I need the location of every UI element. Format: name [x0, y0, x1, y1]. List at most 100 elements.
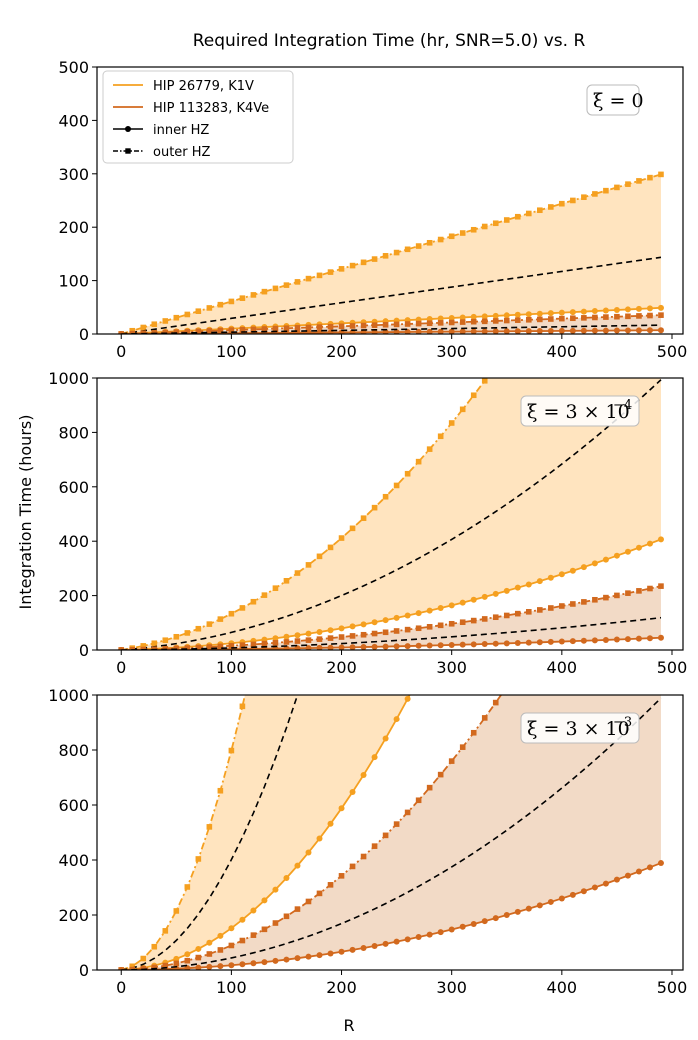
data-point [404, 321, 411, 327]
data-point [283, 913, 290, 920]
data-point [239, 326, 246, 333]
legend-item: HIP 113283, K4Ve [113, 101, 269, 116]
data-point [404, 809, 411, 816]
data-point [470, 318, 477, 325]
data-point [547, 898, 554, 905]
x-tick-label: 300 [436, 342, 467, 361]
data-point [162, 637, 169, 644]
data-point [283, 282, 290, 288]
data-point [603, 314, 609, 320]
data-point [129, 963, 136, 970]
data-point [338, 266, 345, 272]
data-point [437, 315, 444, 322]
data-point [382, 940, 389, 947]
data-point [492, 699, 499, 706]
data-point [459, 406, 466, 413]
data-point [349, 633, 356, 639]
data-point [195, 856, 202, 862]
data-point [382, 629, 389, 636]
data-point [272, 886, 279, 893]
data-point [635, 327, 642, 334]
data-point [548, 605, 554, 611]
data-point [658, 583, 664, 589]
panel-3: 0 100 200 300 400 500 0 200 400 600 800 1000 ξ = 3 ×… [48, 686, 687, 997]
data-point [558, 638, 565, 645]
data-point [316, 628, 323, 635]
data-point [658, 171, 664, 178]
data-point [404, 612, 411, 619]
data-point [283, 956, 290, 963]
data-point [613, 636, 620, 643]
data-point [558, 327, 565, 334]
data-point [437, 605, 444, 612]
data-point [492, 614, 499, 621]
data-point [272, 920, 279, 926]
series-line [120, 695, 246, 970]
data-point [547, 574, 554, 581]
data-point [459, 328, 466, 334]
data-point [603, 187, 609, 194]
data-point [580, 308, 587, 315]
data-point [547, 310, 554, 317]
data-point [426, 784, 433, 791]
data-point [404, 643, 411, 650]
data-point [426, 607, 433, 614]
data-point [580, 564, 587, 571]
data-point [591, 308, 598, 315]
data-point [140, 643, 147, 649]
data-point [503, 587, 510, 594]
data-point [184, 311, 191, 318]
axes-frame [96, 66, 684, 335]
data-point [305, 849, 312, 856]
series-line [121, 256, 662, 334]
y-axis-label: Integration Time (hours) [16, 415, 35, 610]
data-point [217, 947, 224, 953]
legend-item: inner HZ [113, 123, 209, 138]
data-point [316, 644, 323, 650]
data-point [525, 316, 532, 323]
data-point [647, 312, 653, 319]
y-tick-label: 800 [58, 741, 89, 760]
data-point [426, 642, 433, 649]
data-point [415, 934, 422, 941]
data-point [349, 525, 356, 532]
data-point [305, 275, 312, 282]
x-tick-label: 200 [326, 342, 357, 361]
data-point [349, 946, 356, 953]
data-point [283, 578, 290, 584]
data-point [184, 328, 191, 334]
data-point [514, 328, 521, 334]
data-point [426, 239, 433, 246]
data-point [592, 191, 598, 197]
data-point [635, 635, 642, 642]
data-point [481, 313, 488, 320]
data-point [151, 646, 158, 650]
data-point [272, 585, 279, 591]
series-1-mid [121, 695, 299, 970]
data-point [657, 860, 664, 867]
data-point [625, 181, 631, 187]
x-tick-label: 400 [547, 342, 578, 361]
data-point [239, 916, 246, 923]
data-point [514, 640, 521, 647]
data-point [173, 908, 180, 914]
data-point [547, 638, 554, 645]
data-point [206, 328, 213, 334]
data-point [470, 596, 477, 603]
data-point [580, 637, 587, 644]
data-point [459, 744, 466, 750]
data-point [536, 328, 543, 334]
data-point [492, 328, 499, 334]
y-tick-label: 500 [58, 58, 89, 77]
data-point [636, 588, 642, 594]
data-point [437, 433, 444, 440]
data-point [624, 327, 631, 334]
data-point [558, 571, 565, 578]
data-point [536, 578, 543, 585]
plot-area [118, 695, 664, 970]
x-axis-label: R [343, 1016, 354, 1035]
data-point [261, 926, 268, 933]
y-tick-label: 1000 [48, 686, 89, 705]
data-point [547, 327, 554, 334]
series-line [121, 697, 662, 970]
